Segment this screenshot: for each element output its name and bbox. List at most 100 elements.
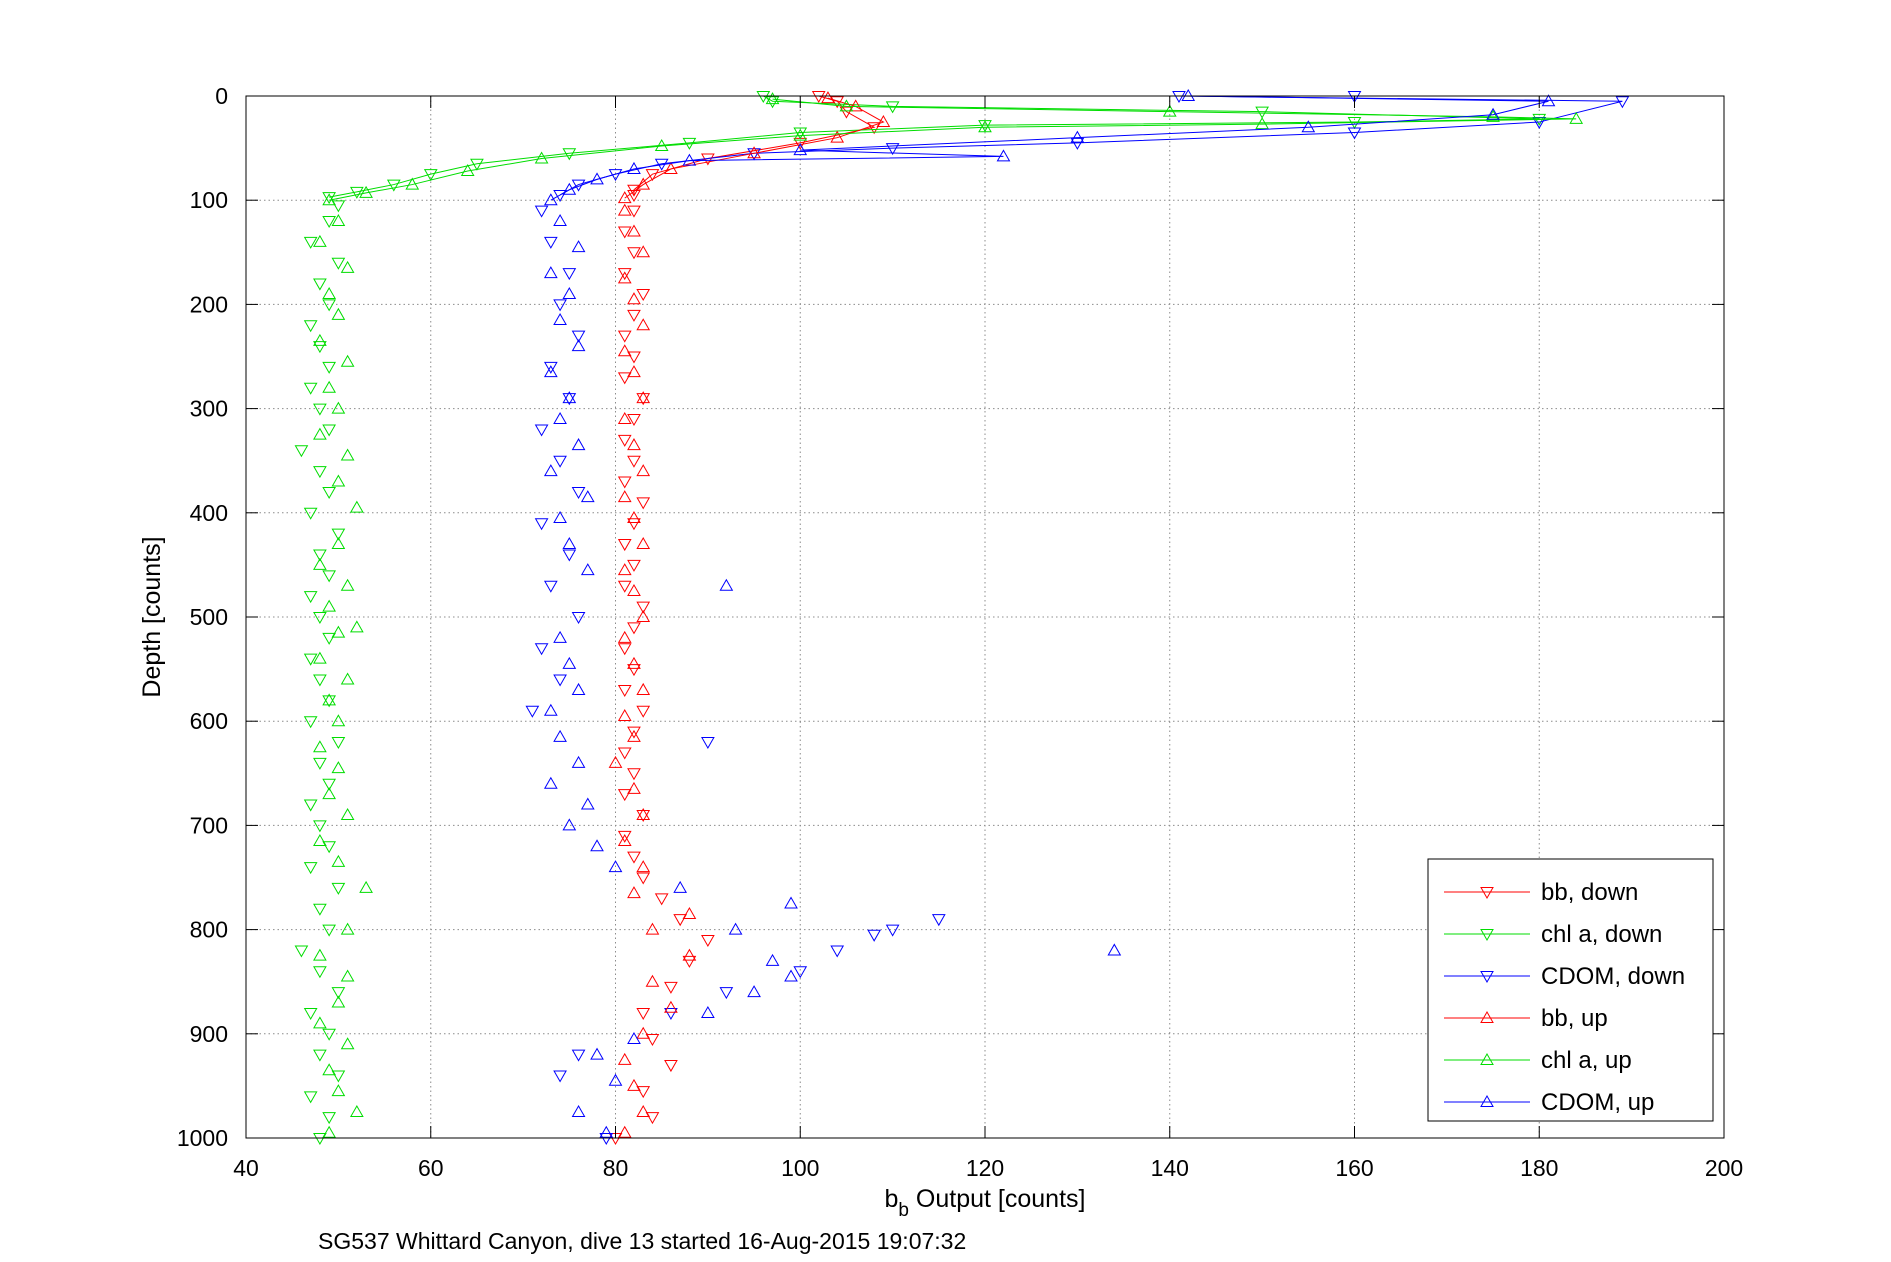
- data-point: [340, 448, 355, 461]
- data-point: [543, 193, 558, 206]
- data-point: [331, 474, 346, 487]
- data-point: [867, 122, 882, 135]
- data-point: [313, 278, 327, 291]
- data-point: [571, 240, 586, 253]
- data-point: [331, 1070, 346, 1083]
- data-point: [313, 834, 327, 847]
- data-point: [617, 372, 632, 385]
- data-point: [627, 518, 641, 531]
- data-point: [627, 559, 641, 572]
- data-point: [1070, 130, 1085, 143]
- legend-swatch-marker: [1480, 1094, 1494, 1107]
- data-point: [571, 486, 586, 499]
- data-point: [627, 455, 641, 468]
- data-point: [821, 91, 835, 104]
- data-point: [701, 935, 715, 948]
- data-point: [627, 1032, 641, 1045]
- data-point: [617, 490, 632, 503]
- data-point: [534, 424, 549, 437]
- data-point: [340, 578, 355, 591]
- x-tick-label: 80: [603, 1155, 629, 1181]
- data-point: [885, 924, 900, 937]
- data-point: [627, 583, 641, 596]
- data-point: [553, 455, 567, 468]
- data-point: [784, 969, 798, 982]
- data-point: [627, 351, 641, 364]
- data-point: [562, 182, 577, 195]
- data-point: [553, 189, 567, 202]
- data-point: [349, 500, 364, 513]
- data-point: [673, 914, 688, 927]
- data-point: [617, 834, 632, 847]
- data-point: [627, 726, 641, 739]
- legend: bb, down chl a, down CDOM, down bb, up chl a…: [1427, 858, 1714, 1122]
- data-point: [636, 245, 651, 258]
- data-point: [331, 214, 346, 227]
- data-point: [627, 292, 641, 305]
- data-point: [580, 797, 595, 810]
- data-point: [322, 693, 336, 706]
- data-point: [562, 537, 577, 550]
- data-point: [839, 99, 854, 112]
- data-point: [460, 164, 475, 177]
- y-tick-label: 900: [190, 1021, 228, 1047]
- data-point: [322, 193, 336, 206]
- data-point: [331, 995, 346, 1008]
- y-tick-label: 600: [190, 708, 228, 734]
- data-point: [728, 922, 743, 935]
- data-point: [682, 955, 697, 968]
- data-point: [1615, 96, 1630, 109]
- data-point: [1070, 137, 1085, 150]
- data-point: [636, 288, 651, 301]
- data-point: [359, 880, 373, 893]
- data-point: [322, 778, 336, 791]
- data-point: [608, 860, 623, 873]
- data-point: [313, 549, 327, 562]
- y-tick-label: 1000: [177, 1125, 228, 1151]
- data-point: [636, 318, 651, 331]
- data-point: [313, 740, 327, 753]
- data-point: [617, 203, 632, 216]
- data-point: [617, 191, 632, 204]
- data-point: [331, 714, 346, 727]
- data-point: [617, 476, 632, 489]
- data-point: [322, 192, 336, 205]
- data-point: [627, 729, 641, 742]
- data-point: [627, 438, 641, 451]
- x-tick-label: 160: [1335, 1155, 1373, 1181]
- data-point: [331, 401, 346, 414]
- data-point: [636, 807, 651, 820]
- data-point: [590, 1047, 604, 1060]
- data-point: [1541, 94, 1556, 107]
- data-point: [617, 580, 632, 593]
- data-point: [303, 1091, 318, 1104]
- data-point: [701, 1005, 715, 1018]
- legend-box: [1427, 858, 1714, 1122]
- data-point: [313, 674, 327, 687]
- data-point: [571, 612, 586, 625]
- data-point: [340, 922, 355, 935]
- data-point: [645, 169, 660, 182]
- data-point: [313, 612, 327, 625]
- data-point: [470, 158, 484, 171]
- data-point: [294, 945, 309, 958]
- data-point: [636, 537, 651, 550]
- legend-entry-label: bb, down: [1541, 879, 1638, 906]
- data-point: [811, 91, 826, 104]
- x-axis-label-rest: Output [counts]: [909, 1185, 1086, 1213]
- legend-entry-label: bb, up: [1541, 1005, 1608, 1032]
- data-point: [1162, 104, 1177, 117]
- data-point: [765, 92, 780, 105]
- data-point: [322, 599, 336, 612]
- data-point: [340, 354, 355, 367]
- data-point: [313, 466, 327, 479]
- data-point: [627, 365, 641, 378]
- data-point: [793, 127, 808, 140]
- data-point: [756, 91, 771, 104]
- data-point: [553, 299, 567, 312]
- data-point: [571, 1049, 586, 1062]
- data-point: [636, 601, 651, 614]
- data-point: [331, 854, 346, 867]
- data-point: [303, 591, 318, 604]
- data-point: [322, 570, 336, 583]
